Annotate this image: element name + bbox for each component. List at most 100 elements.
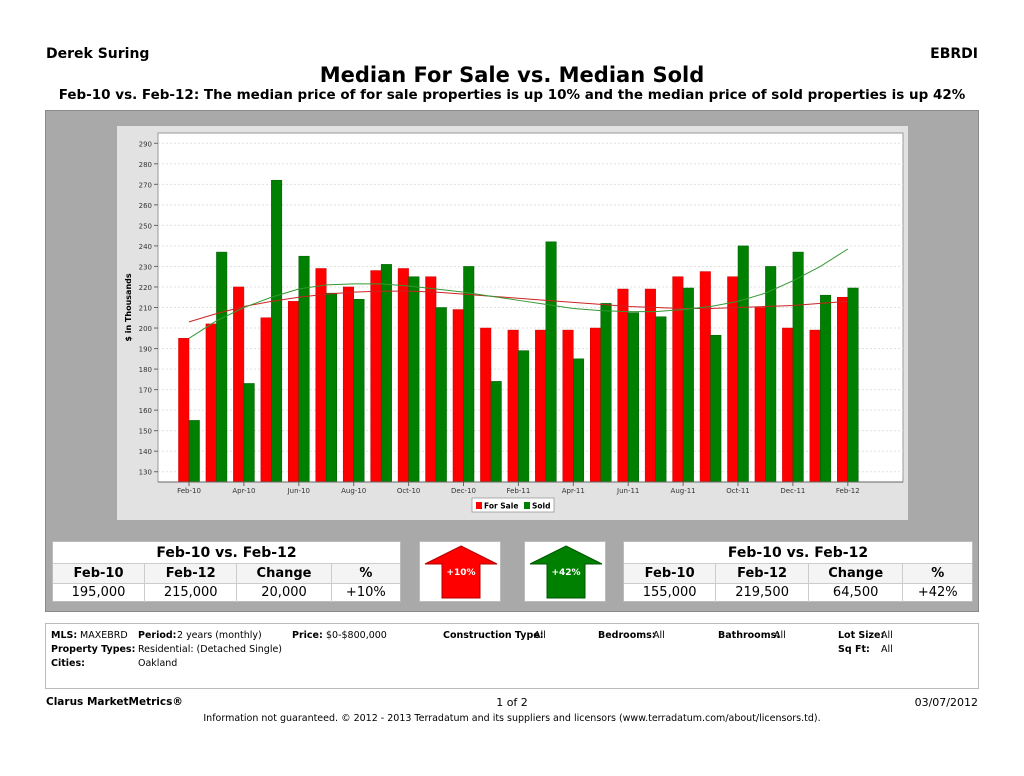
stat-value: +10% bbox=[345, 585, 386, 601]
sold-bar bbox=[216, 251, 228, 483]
bedrooms-value: All bbox=[653, 630, 665, 641]
x-tick-label: Feb-12 bbox=[836, 487, 860, 495]
y-tick-label: 150 bbox=[139, 428, 152, 436]
period-label: Period: bbox=[138, 630, 177, 641]
for-sale-bar bbox=[425, 276, 437, 483]
lotsize-value: All bbox=[881, 630, 893, 641]
for-sale-bar bbox=[480, 327, 492, 483]
col-header: Change bbox=[808, 564, 904, 584]
col-header: Feb-12 bbox=[144, 564, 238, 584]
sold-bar bbox=[710, 334, 722, 483]
sold-bar bbox=[765, 266, 777, 483]
sold-bar bbox=[627, 312, 639, 483]
col-header: Feb-12 bbox=[715, 564, 809, 584]
y-tick-label: 180 bbox=[139, 366, 152, 374]
bathrooms-value: All bbox=[774, 630, 786, 641]
for-sale-bar bbox=[288, 301, 300, 483]
org-name: EBRDI bbox=[930, 46, 978, 62]
legend-label-sold: Sold bbox=[532, 502, 551, 511]
sold-bar bbox=[353, 299, 365, 483]
construction-label: Construction Type: bbox=[443, 630, 544, 641]
sold-bar bbox=[326, 292, 337, 483]
property-types-value: Residential: (Detached Single) bbox=[138, 644, 283, 655]
y-tick-label: 140 bbox=[139, 448, 152, 456]
page-number: 1 of 2 bbox=[496, 696, 528, 709]
sold-bar bbox=[518, 350, 530, 483]
sold-bar bbox=[271, 179, 283, 483]
criteria-box: MLS: MAXEBRD Period: 2 years (monthly) P… bbox=[45, 623, 979, 689]
x-tick-label: Dec-11 bbox=[780, 487, 805, 495]
mls-label: MLS: bbox=[51, 630, 78, 641]
footer-brand: Clarus MarketMetrics® bbox=[46, 696, 183, 708]
y-tick-label: 230 bbox=[139, 263, 152, 271]
stat-value: 215,000 bbox=[144, 583, 238, 602]
col-header: % bbox=[902, 564, 972, 584]
for-sale-bar bbox=[837, 296, 849, 483]
forsale-box-title: Feb-10 vs. Feb-12 bbox=[53, 542, 400, 564]
x-tick-label: Feb-10 bbox=[177, 487, 201, 495]
stat-value: 155,000 bbox=[624, 583, 717, 602]
y-tick-label: 130 bbox=[139, 469, 152, 477]
legend-swatch-sold bbox=[524, 502, 530, 509]
for-sale-trendline bbox=[188, 290, 848, 323]
sold-bar bbox=[243, 383, 255, 483]
for-sale-bar bbox=[315, 268, 327, 483]
legend bbox=[471, 497, 555, 513]
y-tick-label: 210 bbox=[139, 305, 152, 313]
forsale-stats-table: Feb-10 Feb-12 Change % 195,000 215,000 2… bbox=[53, 564, 400, 602]
sold-bar bbox=[792, 251, 804, 483]
sold-bar bbox=[435, 307, 447, 483]
x-tick-label: Apr-11 bbox=[562, 487, 585, 495]
for-sale-bar bbox=[397, 268, 409, 483]
stat-value: +42% bbox=[917, 585, 958, 601]
sold-bar bbox=[600, 303, 612, 483]
sold-bar bbox=[188, 420, 200, 483]
construction-value: All bbox=[534, 630, 546, 641]
cities-label: Cities: bbox=[51, 658, 85, 669]
y-tick-label: 290 bbox=[139, 140, 152, 148]
property-types-label: Property Types: bbox=[51, 644, 136, 655]
stat-value: 64,500 bbox=[808, 583, 904, 602]
bathrooms-label: Bathrooms: bbox=[718, 630, 781, 641]
for-sale-bar bbox=[562, 329, 574, 483]
x-tick-label: Apr-10 bbox=[232, 487, 255, 495]
forsale-stats-box: Feb-10 vs. Feb-12 Feb-10 Feb-12 Change %… bbox=[52, 541, 401, 602]
y-axis-label: $ in Thousands bbox=[124, 273, 133, 342]
cities-value: Oakland bbox=[138, 658, 178, 669]
y-tick-label: 280 bbox=[139, 161, 152, 169]
sold-stats-table: Feb-10 Feb-12 Change % 155,000 219,500 6… bbox=[624, 564, 972, 602]
stat-value: 195,000 bbox=[53, 583, 146, 602]
x-tick-label: Aug-11 bbox=[671, 487, 696, 495]
up-arrow-icon bbox=[529, 545, 603, 599]
up-arrow-icon bbox=[424, 545, 498, 599]
legend-label-for-sale: For Sale bbox=[484, 502, 518, 511]
stat-value: 20,000 bbox=[236, 583, 332, 602]
col-header: Change bbox=[236, 564, 332, 584]
sold-box-title: Feb-10 vs. Feb-12 bbox=[624, 542, 972, 564]
sold-bar bbox=[682, 287, 694, 483]
y-tick-label: 240 bbox=[139, 243, 152, 251]
for-sale-bar bbox=[260, 317, 272, 483]
for-sale-bar bbox=[370, 270, 382, 483]
sold-bar bbox=[408, 276, 420, 483]
period-value: 2 years (monthly) bbox=[177, 630, 262, 641]
sold-bar bbox=[737, 245, 749, 483]
sold-bar bbox=[298, 255, 310, 483]
for-sale-bar bbox=[754, 307, 766, 483]
bar-chart: 130 140 150 160 170 180 190 200 210 220 230 240 250 2… bbox=[124, 132, 904, 513]
sold-bar bbox=[573, 358, 585, 483]
sold-bar bbox=[820, 294, 832, 483]
for-sale-bar bbox=[699, 271, 711, 483]
forsale-arrow-label: +10% bbox=[446, 568, 475, 578]
y-tick-label: 250 bbox=[139, 222, 152, 230]
sold-bar bbox=[490, 381, 502, 483]
sold-arrow-label: +42% bbox=[551, 568, 580, 578]
col-header: Feb-10 bbox=[624, 564, 717, 584]
price-value: $0-$800,000 bbox=[326, 630, 387, 641]
for-sale-bar bbox=[809, 329, 821, 483]
forsale-arrow-box: +10% bbox=[419, 541, 501, 602]
sold-bar bbox=[380, 264, 392, 483]
footer-note: Information not guaranteed. © 2012 - 201… bbox=[203, 713, 821, 724]
sold-arrow-box: +42% bbox=[524, 541, 606, 602]
x-tick-label: Jun-10 bbox=[287, 487, 310, 495]
